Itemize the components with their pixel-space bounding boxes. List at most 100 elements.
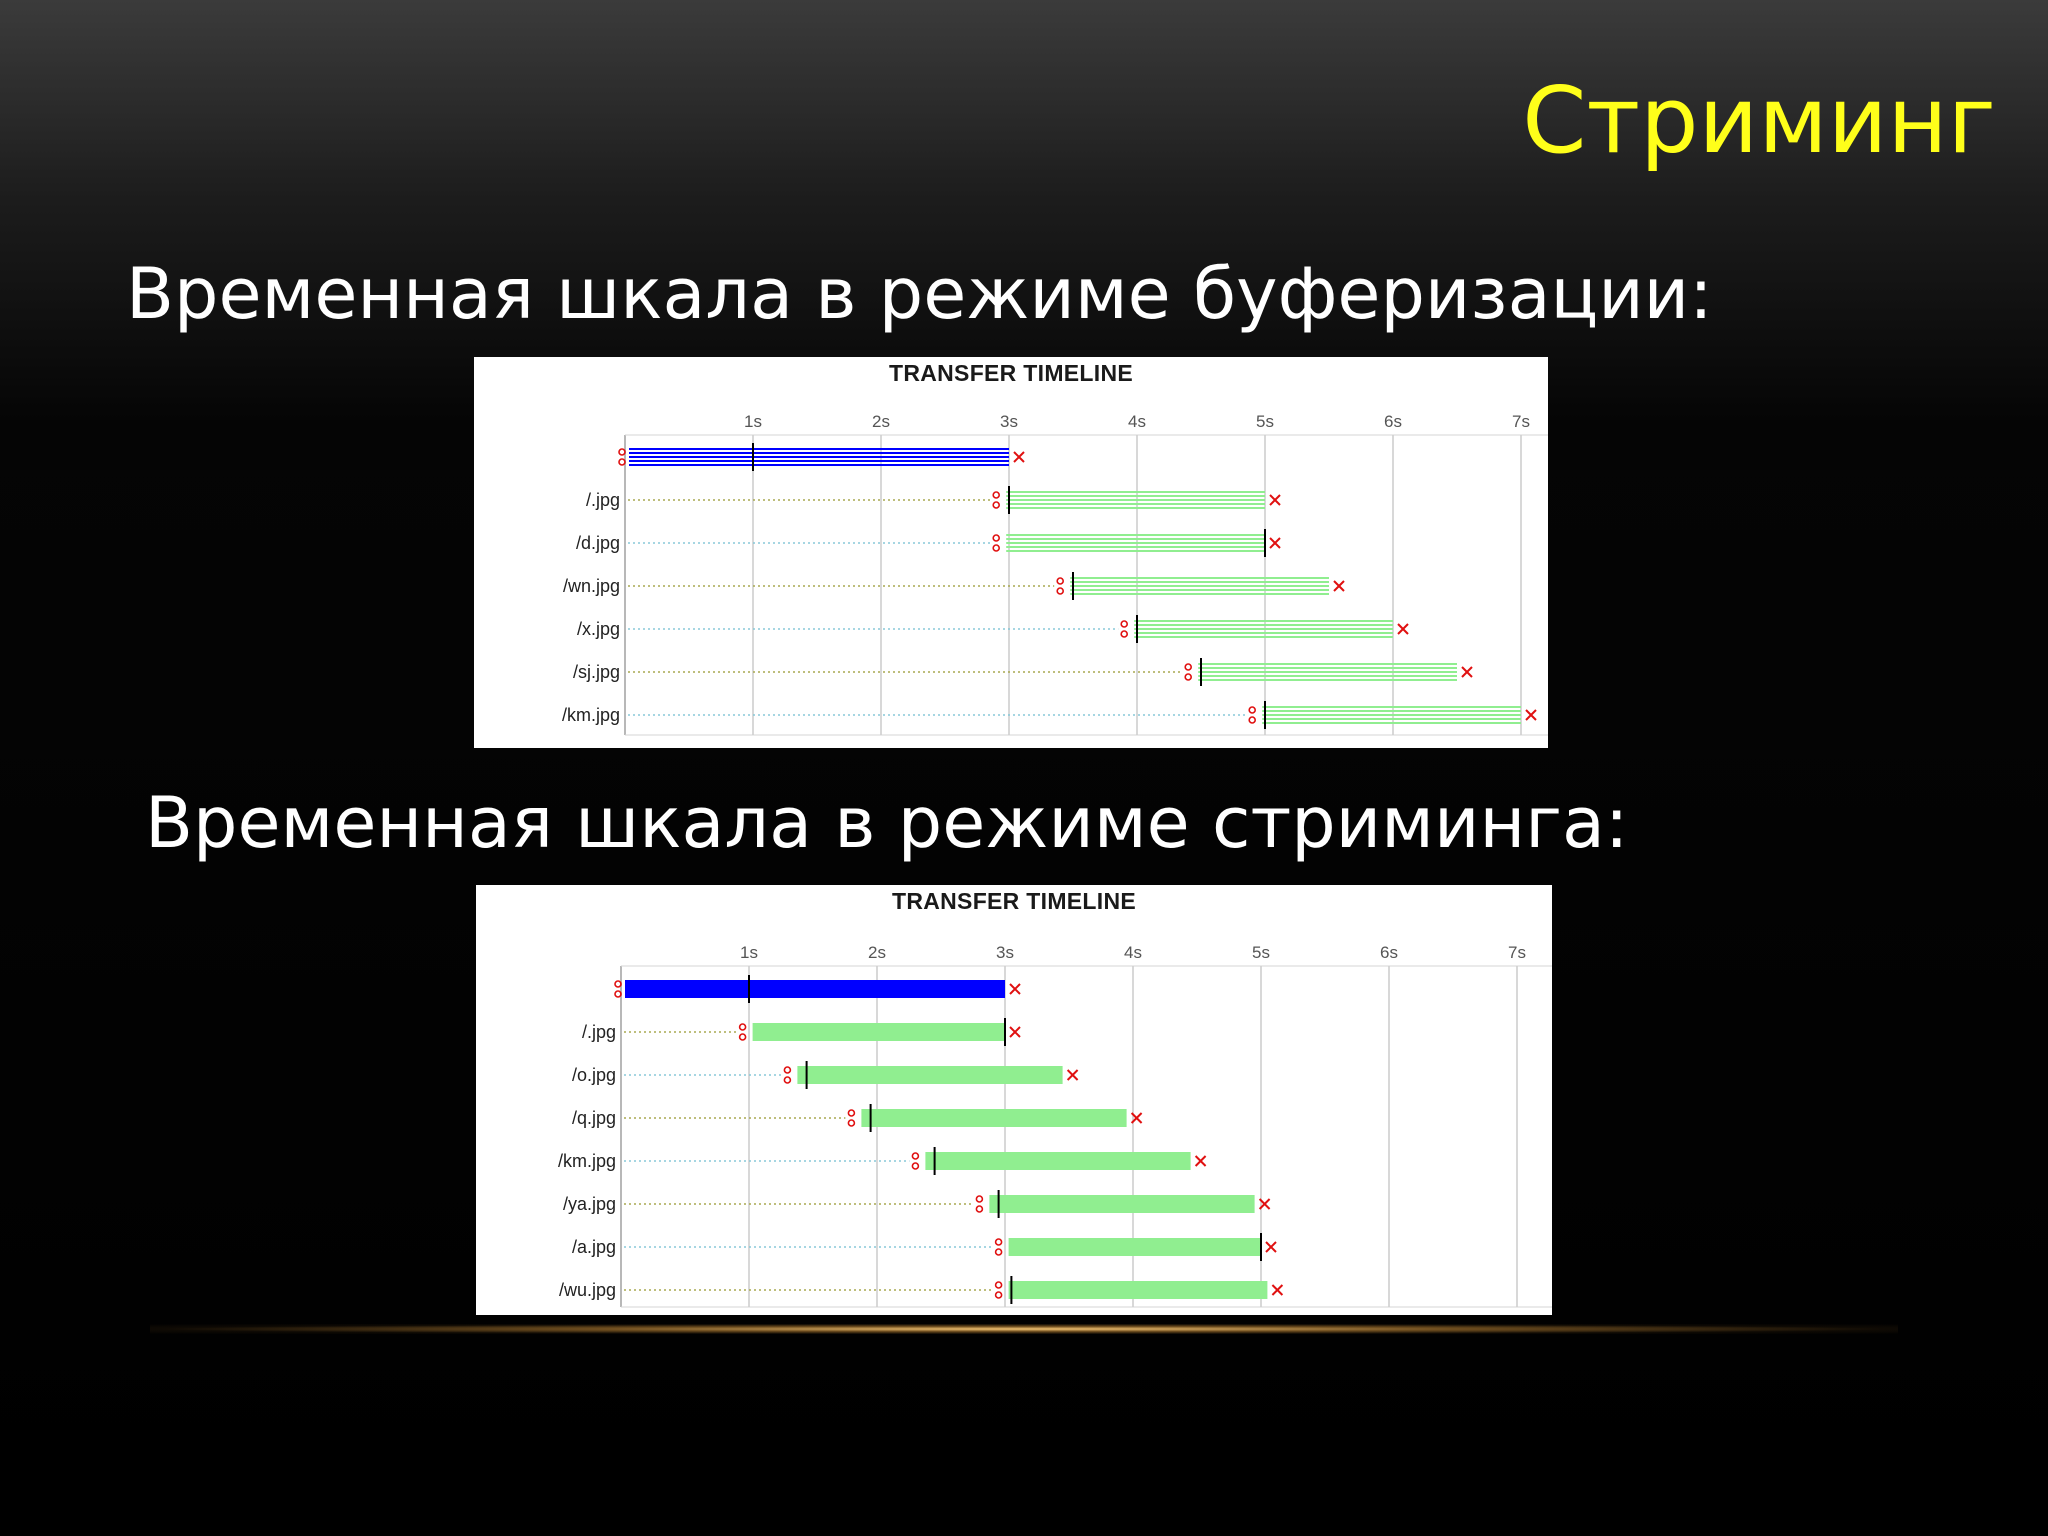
end-marker-stroke — [1525, 709, 1537, 721]
transfer-bar-stripe — [1134, 636, 1393, 638]
end-marker — [1271, 1284, 1284, 1296]
transfer-bar — [625, 980, 1005, 998]
transfer-bar-stripe — [1070, 589, 1329, 591]
transfer-bar-stripe — [1006, 503, 1265, 505]
x-tick-label: 6s — [1380, 943, 1398, 962]
transfer-bar-stripe — [1006, 550, 1265, 552]
row-label: /.jpg — [582, 1022, 616, 1042]
end-marker-stroke — [1269, 537, 1281, 549]
transfer-bar — [1008, 1238, 1261, 1256]
end-marker — [1194, 1155, 1207, 1167]
end-marker-stroke — [1009, 983, 1021, 995]
end-marker-stroke — [1066, 1069, 1079, 1081]
start-marker — [738, 1023, 747, 1031]
row-label: /o.jpg — [572, 1065, 616, 1085]
start-marker — [992, 544, 1001, 552]
transfer-bar-stripe — [629, 460, 1009, 462]
start-marker — [994, 1248, 1003, 1256]
transfer-bar-stripe — [1006, 499, 1265, 501]
end-marker — [1333, 580, 1345, 592]
timeline-svg-buffering: 1s 2s 3s 4s 5s 6s 7s /.jpg/d.jpg/wn.jpg/x.jpg/s… — [562, 412, 1548, 736]
x-tick-label: 2s — [872, 412, 890, 431]
transfer-bar-stripe — [1198, 679, 1457, 681]
end-marker-stroke — [1271, 1284, 1284, 1296]
start-marker — [614, 980, 622, 988]
transfer-bar-stripe — [1006, 538, 1265, 540]
row-label: /q.jpg — [572, 1108, 616, 1128]
row-label: /sj.jpg — [573, 662, 620, 682]
transfer-bar-stripe — [1070, 593, 1329, 595]
start-marker — [994, 1238, 1003, 1246]
start-marker — [992, 501, 1001, 509]
transfer-bar — [1262, 706, 1521, 724]
start-marker — [783, 1076, 792, 1084]
x-tick-label: 3s — [996, 943, 1014, 962]
x-tick-label: 3s — [1000, 412, 1018, 431]
end-marker-stroke — [1269, 494, 1281, 506]
transfer-bar-stripe — [1198, 663, 1457, 665]
transfer-bar — [1070, 577, 1329, 595]
row-label: /wn.jpg — [563, 576, 620, 596]
row-label: /km.jpg — [562, 705, 620, 725]
transfer-bar-stripe — [629, 448, 1009, 450]
start-marker — [1056, 587, 1065, 595]
transfer-bar — [797, 1066, 1063, 1084]
start-marker — [911, 1162, 920, 1170]
transfer-bar-stripe — [1262, 710, 1521, 712]
start-marker — [994, 1291, 1003, 1299]
transfer-bar-stripe — [1134, 624, 1393, 626]
end-marker-stroke — [1009, 1026, 1021, 1038]
transfer-bar-stripe — [1006, 546, 1265, 548]
chart-title: TRANSFER TIMELINE — [891, 888, 1137, 914]
transfer-bar — [1006, 534, 1265, 552]
start-marker — [975, 1205, 984, 1213]
start-marker — [1056, 577, 1065, 585]
transfer-bar — [989, 1195, 1255, 1213]
end-marker — [1461, 666, 1473, 678]
transfer-bar-stripe — [1198, 675, 1457, 677]
transfer-bar-stripe — [1262, 706, 1521, 708]
end-marker — [1258, 1198, 1271, 1210]
transfer-bar — [1134, 620, 1393, 638]
timeline-chart-buffering: TRANSFER TIMELINE 1s 2s 3s 4s 5s 6s 7s /.jpg/d.… — [474, 357, 1548, 748]
start-marker — [1184, 673, 1193, 681]
transfer-bar-stripe — [629, 452, 1009, 454]
start-marker — [992, 534, 1001, 542]
end-marker — [1269, 537, 1281, 549]
end-marker — [1130, 1112, 1143, 1124]
row-label: /wu.jpg — [559, 1280, 616, 1300]
start-marker — [1248, 716, 1257, 724]
transfer-bar-stripe — [1262, 722, 1521, 724]
transfer-bar — [629, 448, 1009, 466]
transfer-bar — [925, 1152, 1191, 1170]
transfer-bar-stripe — [629, 456, 1009, 458]
transfer-bar-stripe — [1198, 671, 1457, 673]
transfer-bar-stripe — [1070, 577, 1329, 579]
row-label: /ya.jpg — [563, 1194, 616, 1214]
end-marker-stroke — [1265, 1241, 1277, 1253]
transfer-bar-stripe — [629, 464, 1009, 466]
start-marker — [1120, 620, 1129, 628]
caption-buffering: Временная шкала в режиме буферизации: — [126, 253, 1713, 335]
transfer-bar-stripe — [1134, 632, 1393, 634]
transfer-bar-stripe — [1070, 585, 1329, 587]
transfer-bar-stripe — [1262, 718, 1521, 720]
x-tick-label: 1s — [740, 943, 758, 962]
transfer-bar — [861, 1109, 1127, 1127]
end-marker — [1265, 1241, 1277, 1253]
transfer-bar — [1006, 491, 1265, 509]
end-marker-stroke — [1397, 623, 1409, 635]
end-marker — [1066, 1069, 1079, 1081]
start-marker — [618, 448, 626, 456]
start-marker — [783, 1066, 792, 1074]
chart-title: TRANSFER TIMELINE — [888, 360, 1134, 386]
row-label: /x.jpg — [577, 619, 620, 639]
row-label: /.jpg — [586, 490, 620, 510]
row-label: /d.jpg — [576, 533, 620, 553]
start-marker — [992, 491, 1001, 499]
row-label: /a.jpg — [572, 1237, 616, 1257]
start-marker — [847, 1109, 856, 1117]
end-marker-stroke — [1258, 1198, 1271, 1210]
x-tick-label: 4s — [1124, 943, 1142, 962]
end-marker-stroke — [1194, 1155, 1207, 1167]
